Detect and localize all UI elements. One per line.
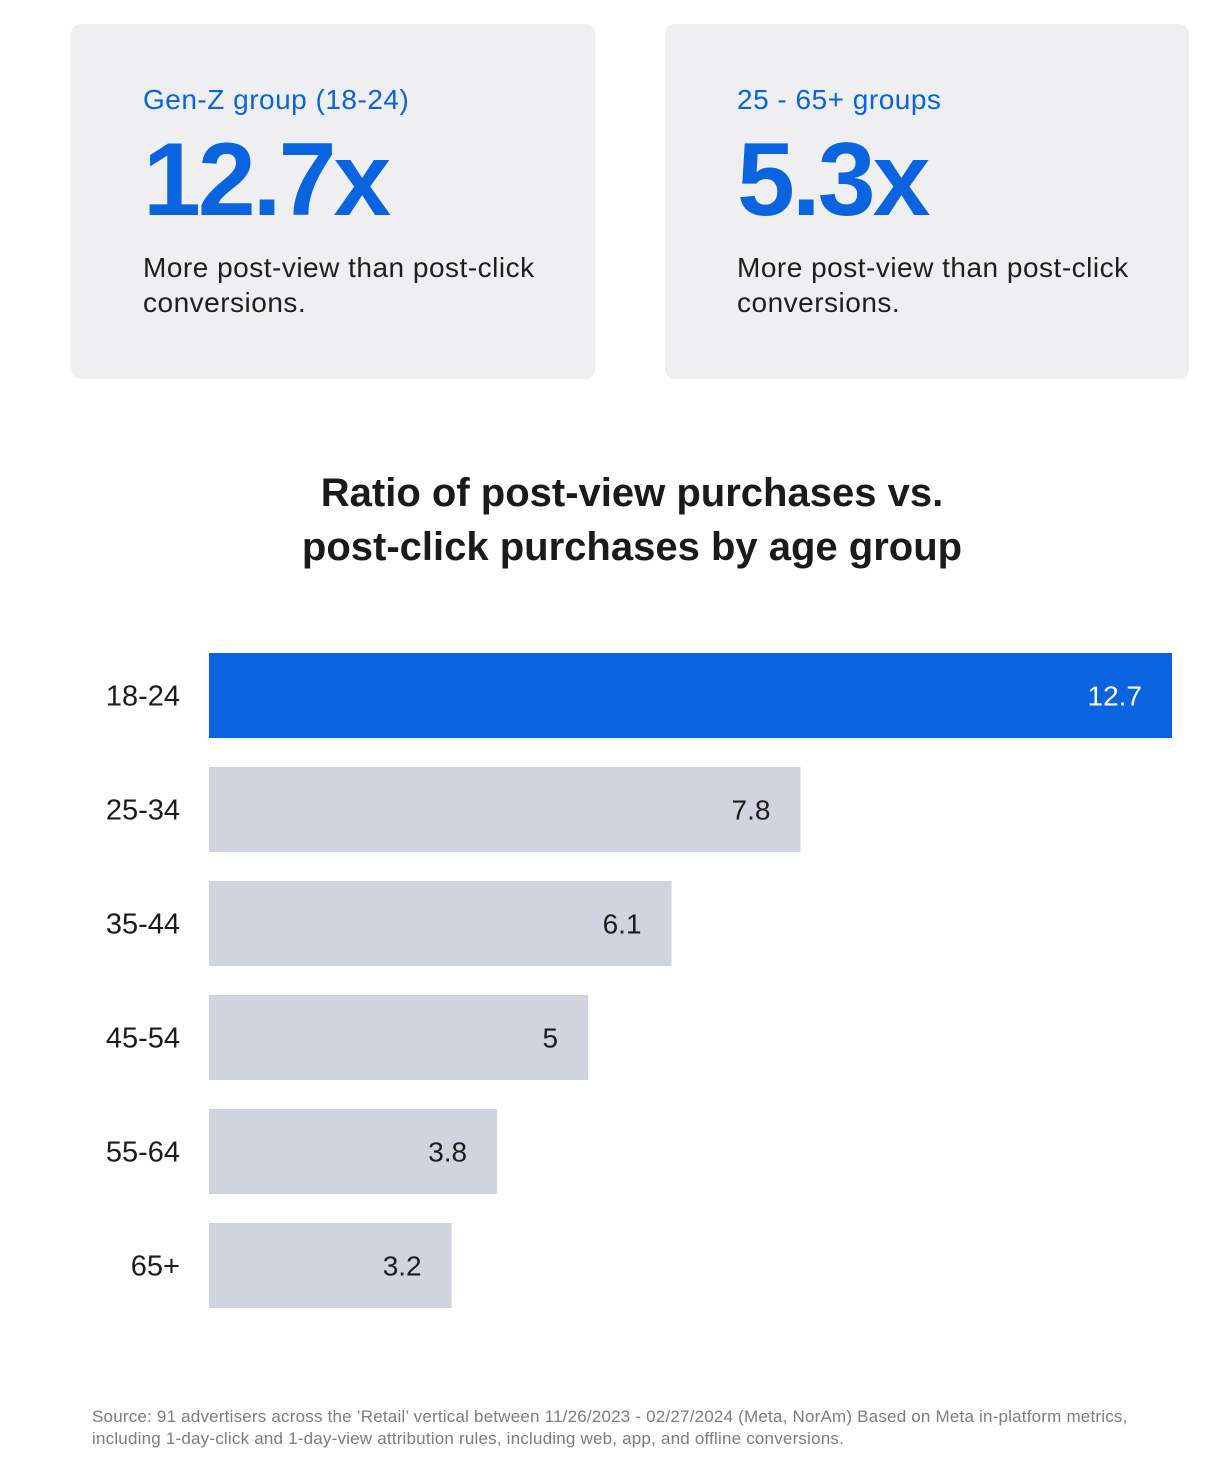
category-label-65+: 65+ [131, 1251, 180, 1283]
older-groups-ratio-value: 5.3x [737, 122, 930, 238]
value-label-45-54: 5 [543, 1023, 559, 1054]
gen-z-ratio-value: 12.7x [143, 122, 391, 238]
gen-z-stat-card: Gen-Z group (18-24) 12.7x More post-view… [71, 24, 595, 379]
value-label-55-64: 3.8 [428, 1137, 467, 1168]
bar-65+ [209, 1223, 452, 1308]
value-label-35-44: 6.1 [603, 909, 642, 940]
bar-chart: 18-24 12.7 25-34 7.8 35-44 6.1 45-54 5 55-64 3.8 6… [106, 653, 1172, 1308]
bar-35-44 [209, 881, 672, 966]
category-label-25-34: 25-34 [106, 795, 180, 827]
gen-z-description: More post-view than post-click conversio… [143, 252, 535, 318]
chart-title: Ratio of post-view purchases vs. post-cl… [0, 466, 1206, 574]
source-footnote: Source: 91 advertisers across the ’Retai… [92, 1407, 1128, 1448]
value-label-25-34: 7.8 [732, 795, 771, 826]
bar-18-24 [209, 653, 1172, 738]
older-groups-label: 25 - 65+ groups [737, 84, 942, 115]
value-label-18-24: 12.7 [1088, 681, 1143, 712]
chart-title-line-2: post-click purchases by age group [301, 525, 963, 569]
bar-55-64 [209, 1109, 498, 1194]
older-groups-description: More post-view than post-click conversio… [737, 252, 1129, 318]
value-label-65+: 3.2 [383, 1251, 422, 1282]
category-label-35-44: 35-44 [106, 909, 180, 941]
bar-45-54 [209, 995, 589, 1080]
older-groups-stat-card: 25 - 65+ groups 5.3x More post-view than… [665, 24, 1189, 379]
category-label-18-24: 18-24 [106, 681, 180, 713]
chart-title-line-1: Ratio of post-view purchases vs. [320, 471, 944, 515]
gen-z-group-label: Gen-Z group (18-24) [143, 84, 410, 115]
category-label-45-54: 45-54 [106, 1023, 180, 1055]
category-label-55-64: 55-64 [106, 1137, 180, 1169]
bar-25-34 [209, 767, 801, 852]
